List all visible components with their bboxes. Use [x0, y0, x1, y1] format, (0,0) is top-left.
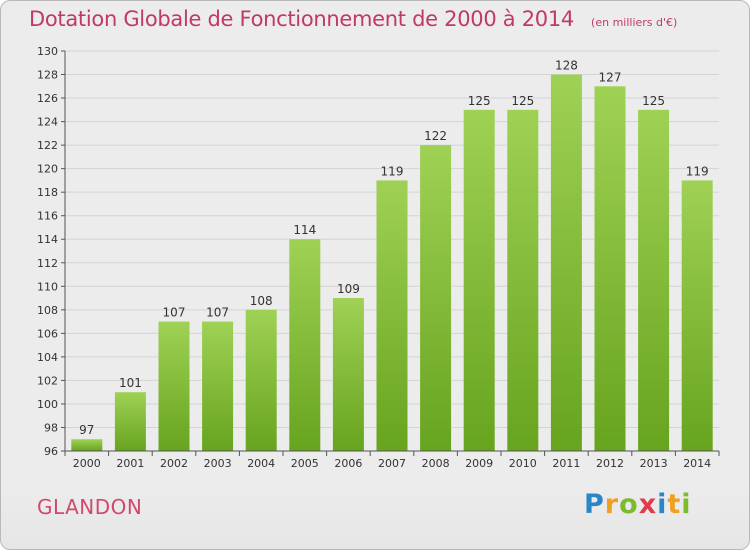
data-label: 127	[599, 70, 622, 84]
bar	[507, 109, 539, 451]
y-tick-label: 96	[44, 445, 58, 458]
bar	[114, 392, 146, 451]
bar	[245, 309, 277, 451]
x-tick-label: 2009	[465, 457, 493, 470]
y-tick-label: 98	[44, 421, 58, 434]
x-tick-label: 2011	[552, 457, 580, 470]
data-label: 125	[511, 94, 534, 108]
data-label: 119	[686, 164, 709, 178]
y-tick-label: 108	[37, 304, 58, 317]
data-label: 101	[119, 376, 142, 390]
data-label: 107	[163, 306, 186, 320]
title-row: Dotation Globale de Fonctionnement de 20…	[29, 7, 677, 31]
x-tick-label: 2001	[116, 457, 144, 470]
x-tick-label: 2005	[291, 457, 319, 470]
data-labels: 97 101 107 107 108 114 109 119 122 125 125 128 127 12…	[79, 59, 708, 438]
y-tick-label: 104	[37, 351, 58, 364]
y-tick-label: 100	[37, 398, 58, 411]
x-tick-label: 2004	[247, 457, 275, 470]
data-label: 109	[337, 282, 360, 296]
bar	[420, 145, 452, 451]
data-label: 122	[424, 129, 447, 143]
bar	[158, 321, 190, 451]
x-tick-label: 2008	[422, 457, 450, 470]
bar	[71, 439, 103, 451]
y-tick-label: 110	[37, 280, 58, 293]
y-tick-label: 114	[37, 233, 58, 246]
x-tick-label: 2014	[683, 457, 711, 470]
data-label: 114	[293, 223, 316, 237]
bar	[289, 239, 321, 451]
y-tick-label: 126	[37, 92, 58, 105]
chart-subtitle: (en milliers d'€)	[591, 16, 678, 29]
y-tick-label: 120	[37, 163, 58, 176]
x-tick-label: 2003	[204, 457, 232, 470]
y-tick-label: 122	[37, 139, 58, 152]
bar	[638, 109, 670, 451]
x-tick-label: 2012	[596, 457, 624, 470]
chart-title: Dotation Globale de Fonctionnement de 20…	[29, 7, 574, 31]
y-tick-label: 112	[37, 257, 58, 270]
commune-name: GLANDON	[37, 495, 143, 519]
data-label: 97	[79, 423, 94, 437]
x-tick-label: 2000	[73, 457, 101, 470]
data-label: 128	[555, 59, 578, 73]
y-axis: 96 98 100 102 104 106 108 110 112 114 116 118 120 122…	[37, 45, 66, 458]
data-label: 108	[250, 294, 273, 308]
x-tick-label: 2007	[378, 457, 406, 470]
bar	[332, 298, 364, 451]
bar	[681, 180, 713, 452]
bars	[71, 74, 713, 452]
data-label: 107	[206, 306, 229, 320]
bar	[463, 109, 495, 451]
bar	[550, 74, 582, 451]
y-tick-label: 118	[37, 186, 58, 199]
x-axis: 2000 2001 2002 2003 2004 2005 2006 2007 2008 2009…	[64, 450, 720, 470]
x-tick-label: 2002	[160, 457, 188, 470]
bar	[202, 321, 234, 451]
y-tick-label: 130	[37, 45, 58, 58]
y-tick-label: 106	[37, 327, 58, 340]
data-label: 119	[381, 164, 404, 178]
y-tick-label: 116	[37, 210, 58, 223]
bar	[594, 86, 626, 451]
y-tick-label: 102	[37, 374, 58, 387]
y-tick-label: 124	[37, 116, 58, 129]
x-tick-label: 2013	[640, 457, 668, 470]
x-tick-label: 2010	[509, 457, 537, 470]
x-tick-label: 2006	[334, 457, 362, 470]
y-tick-label: 128	[37, 69, 58, 82]
data-label: 125	[642, 94, 665, 108]
proxiti-logo[interactable]: Proxiti	[584, 489, 692, 520]
data-label: 125	[468, 94, 491, 108]
bar	[376, 180, 408, 452]
